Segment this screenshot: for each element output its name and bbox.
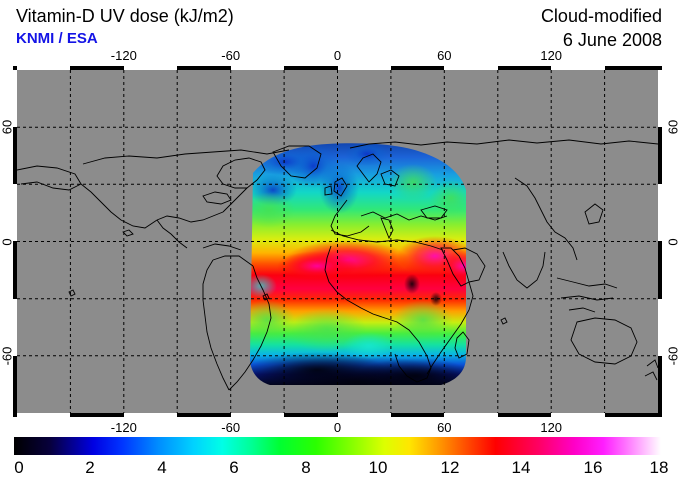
- colorbar-gradient: [14, 437, 661, 455]
- xtick-bottom-3: 60: [437, 420, 452, 435]
- frame-top-seg-5: [444, 66, 498, 70]
- colorbar-tick-7: 14: [511, 458, 531, 477]
- frame-top-seg-4: [337, 66, 391, 70]
- frame-bottom-seg-2: [123, 413, 178, 417]
- frame-left-seg-3: [13, 298, 17, 356]
- product-subtitle: Cloud-modified: [540, 6, 662, 26]
- ytick-right-60: 60: [665, 119, 678, 135]
- colorbar-tick-5: 10: [368, 458, 388, 477]
- ytick-right-0: 0: [666, 230, 678, 254]
- frame-top-seg-3: [230, 66, 285, 70]
- ytick-right-m60: -60: [665, 346, 678, 366]
- colorbar-tick-4: 8: [301, 458, 311, 477]
- frame-left: [13, 66, 17, 417]
- colorbar-tick-2: 4: [157, 458, 167, 477]
- colorbar-tick-0: 0: [14, 458, 24, 477]
- observation-date: 6 June 2008: [562, 30, 662, 50]
- chart-header: Vitamin-D UV dose (kJ/m2) KNMI / ESA Clo…: [0, 0, 678, 62]
- xtick-top-0: -120: [110, 48, 137, 63]
- xtick-top-2: 0: [333, 48, 342, 63]
- colorbar-tick-3: 6: [229, 458, 239, 477]
- xtick-top-3: 60: [437, 48, 452, 63]
- colorbar-panel: 0 2 4 6 8 10 12 14 16 18: [0, 432, 678, 480]
- xtick-bottom-2: 0: [333, 420, 342, 435]
- frame-bottom-seg-6: [551, 413, 605, 417]
- frame-right-seg-2: [658, 184, 662, 242]
- xtick-bottom-4: 120: [540, 420, 563, 435]
- frame-top-seg-2: [123, 66, 178, 70]
- frame-right: [658, 66, 662, 417]
- colorbar-tick-9: 18: [649, 458, 669, 477]
- frame-top-seg-6: [551, 66, 605, 70]
- uv-dose-swath: [250, 143, 466, 385]
- colorbar-tick-1: 2: [85, 458, 95, 477]
- frame-left-seg-2: [13, 184, 17, 242]
- source-credit: KNMI / ESA: [16, 30, 98, 47]
- xtick-top-1: -60: [221, 48, 241, 63]
- colorbar-tick-8: 16: [583, 458, 603, 477]
- frame-right-seg-1: [658, 70, 662, 128]
- colorbar-tick-6: 12: [440, 458, 460, 477]
- frame-bottom-seg-4: [337, 413, 391, 417]
- xtick-bottom-0: -120: [110, 420, 137, 435]
- graticule-gridlines: [17, 70, 658, 413]
- frame-top-seg-1: [17, 66, 71, 70]
- frame-left-seg-1: [13, 70, 17, 128]
- frame-bottom-seg-1: [17, 413, 71, 417]
- frame-bottom-seg-5: [444, 413, 498, 417]
- map-graphics: [17, 70, 658, 413]
- ytick-left-60: 60: [0, 119, 15, 135]
- frame-right-seg-3: [658, 298, 662, 356]
- ytick-left-m60: -60: [0, 346, 15, 366]
- map-plot-area: -120 -60 0 60 120 -120 -60 0 60 120 60 0…: [0, 48, 678, 435]
- xtick-top-4: 120: [540, 48, 563, 63]
- xtick-bottom-1: -60: [221, 420, 241, 435]
- ytick-left-0: 0: [0, 237, 15, 246]
- page-title: Vitamin-D UV dose (kJ/m2): [16, 6, 234, 26]
- frame-bottom-seg-3: [230, 413, 285, 417]
